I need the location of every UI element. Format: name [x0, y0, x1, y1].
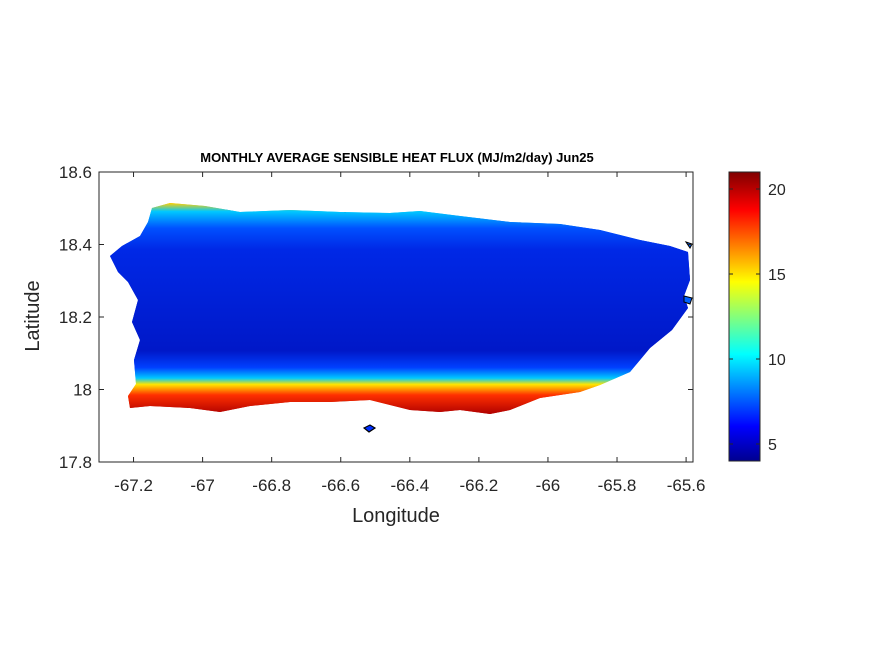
x-axis-label: Longitude — [352, 505, 440, 527]
chart-title: MONTHLY AVERAGE SENSIBLE HEAT FLUX (MJ/m… — [200, 150, 593, 165]
offshore-islet — [362, 424, 377, 433]
y-axis-ticks: 18.6 18.4 18.2 18 17.8 — [59, 163, 693, 472]
x-tick-label: -66 — [536, 476, 561, 495]
x-tick-label: -66.8 — [252, 476, 291, 495]
offshore-islet — [683, 295, 693, 305]
colorbar-tick-label: 5 — [768, 437, 777, 454]
x-tick-label: -66.6 — [321, 476, 360, 495]
x-tick-label: -66.2 — [460, 476, 499, 495]
y-tick-label: 17.8 — [59, 453, 92, 472]
colorbar-gradient — [728, 171, 761, 462]
colorbar: 20 15 10 5 — [728, 171, 786, 462]
colorbar-ticks: 20 15 10 5 — [729, 182, 786, 454]
y-tick-label: 18.4 — [59, 236, 92, 255]
y-tick-label: 18 — [73, 381, 92, 400]
colorbar-tick-label: 15 — [768, 267, 786, 284]
y-tick-label: 18.6 — [59, 163, 92, 182]
x-tick-label: -67 — [190, 476, 215, 495]
y-axis-label: Latitude — [22, 280, 44, 351]
colorbar-tick-label: 20 — [768, 182, 786, 199]
x-tick-label: -66.4 — [390, 476, 429, 495]
y-tick-label: 18.2 — [59, 308, 92, 327]
x-tick-label: -67.2 — [114, 476, 153, 495]
colorbar-tick-label: 10 — [768, 352, 786, 369]
x-tick-label: -65.8 — [598, 476, 637, 495]
x-axis-ticks: -67.2 -67 -66.8 -66.6 -66.4 -66.2 -66 -65.8 -65.… — [114, 172, 705, 495]
x-tick-label: -65.6 — [667, 476, 706, 495]
